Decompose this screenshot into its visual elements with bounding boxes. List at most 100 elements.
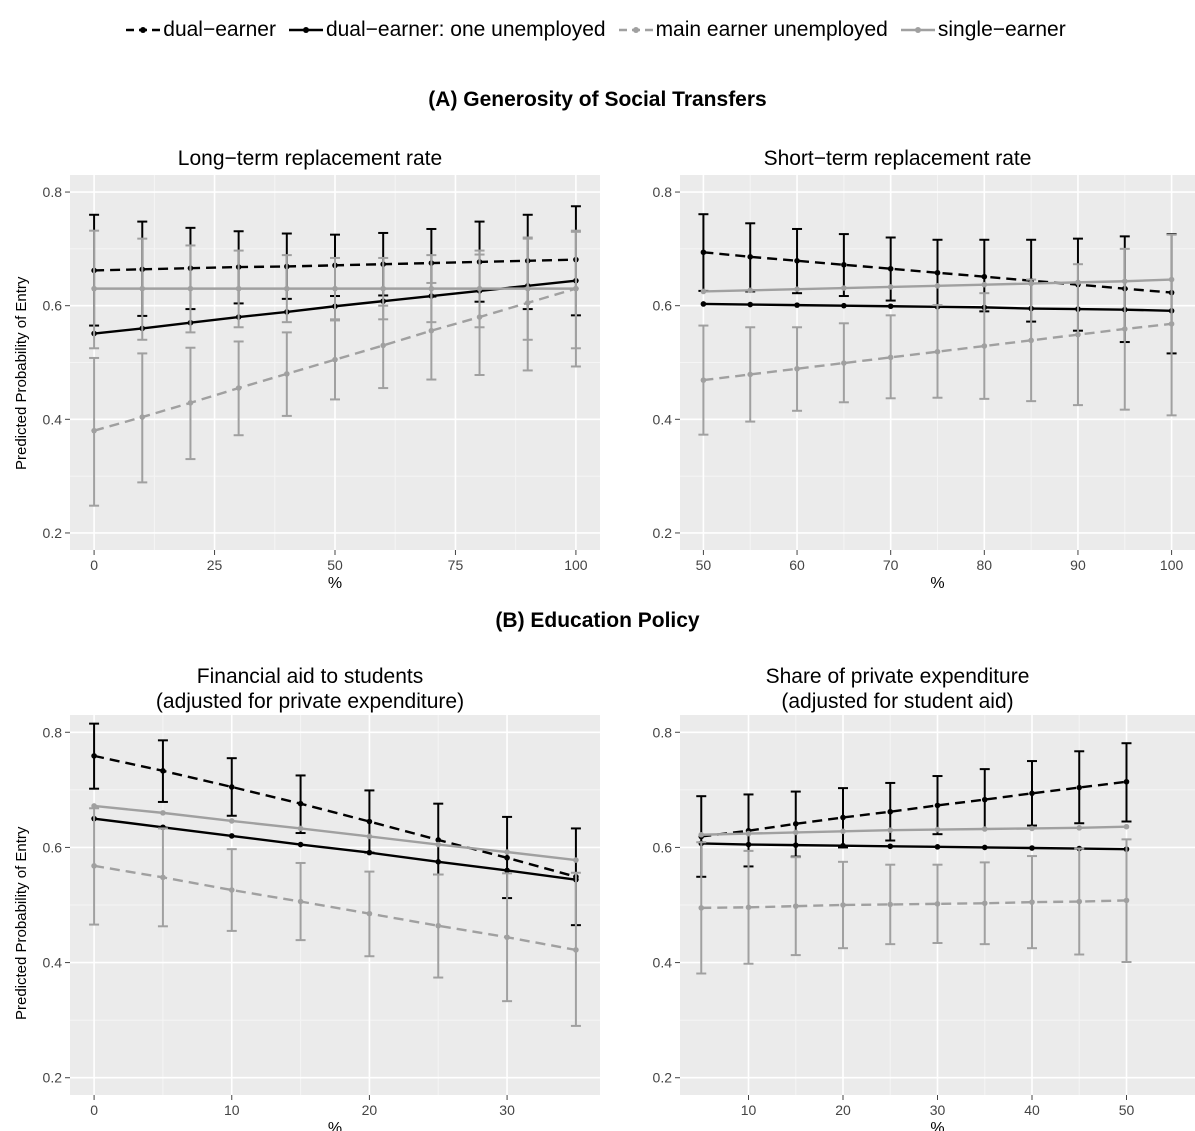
x-tick-label: 0 — [90, 1102, 98, 1118]
data-point — [887, 827, 894, 833]
data-point — [428, 327, 435, 334]
legend-label-single-earner: single−earner — [937, 18, 1066, 41]
series-single-earner — [698, 823, 1130, 838]
data-point — [160, 874, 166, 881]
series-line — [93, 817, 577, 881]
data-point — [934, 802, 941, 809]
data-point — [504, 854, 510, 861]
y-tick-label: 0.4 — [653, 955, 673, 971]
x-axis-title: % — [328, 1120, 342, 1131]
series-line — [701, 825, 1127, 836]
x-tick-label: 30 — [499, 1102, 515, 1118]
data-point — [1028, 337, 1034, 344]
panel-subtitle: (adjusted for student aid) — [781, 690, 1014, 713]
data-point — [700, 301, 707, 307]
x-tick-label: 100 — [564, 557, 588, 573]
data-point — [794, 365, 800, 372]
data-point — [380, 285, 386, 292]
data-point — [1121, 326, 1128, 332]
data-point — [934, 901, 941, 907]
data-point — [840, 828, 846, 835]
series-single-earner — [700, 276, 1175, 295]
data-point — [981, 281, 988, 288]
data-point — [187, 285, 194, 292]
data-point — [366, 833, 373, 840]
series-line — [701, 899, 1127, 910]
section-title-b: (B) Education Policy — [495, 609, 700, 632]
legend-key-dual-earner — [126, 27, 161, 33]
data-point — [887, 901, 894, 908]
data-point — [887, 808, 894, 815]
panel-title: Share of private expenditure — [765, 665, 1030, 688]
data-point — [887, 303, 894, 310]
series-single-earner — [91, 803, 579, 863]
data-point — [1029, 899, 1035, 905]
x-axis-title: % — [930, 575, 944, 592]
data-point — [981, 826, 988, 832]
data-point — [1168, 276, 1175, 283]
data-point — [981, 343, 988, 349]
data-point — [1123, 778, 1130, 785]
data-point — [524, 285, 531, 292]
data-point — [1029, 825, 1035, 832]
data-point — [228, 833, 235, 839]
data-point — [297, 898, 304, 905]
data-point — [934, 844, 941, 850]
x-tick-label: 50 — [696, 557, 712, 573]
x-tick-label: 70 — [883, 557, 899, 573]
data-point — [698, 905, 705, 911]
legend-item-single-earner: single−earner — [898, 12, 1068, 48]
x-tick-label: 50 — [327, 557, 343, 573]
series-main-earner-unemployed — [698, 233, 1177, 436]
data-point — [747, 254, 754, 260]
data-point — [887, 284, 894, 290]
data-point — [504, 934, 510, 941]
legend-label-main-earner-unemployed: main earner unemployed — [655, 18, 888, 41]
data-point — [435, 841, 442, 848]
y-tick-label: 0.6 — [653, 298, 673, 314]
data-point — [366, 849, 373, 856]
x-tick-label: 50 — [1119, 1102, 1135, 1118]
x-tick-label: 40 — [1024, 1102, 1040, 1118]
data-point — [887, 843, 894, 850]
data-point — [573, 947, 579, 953]
data-point — [366, 818, 373, 825]
data-point — [1029, 790, 1035, 797]
data-point — [476, 285, 483, 292]
series-line — [701, 780, 1127, 838]
legend-label-dual-earner: dual−earner — [163, 18, 276, 41]
data-point — [792, 842, 799, 848]
data-point — [228, 818, 235, 824]
x-axis-title: % — [328, 575, 342, 592]
x-tick-label: 10 — [224, 1102, 240, 1118]
data-point — [700, 249, 707, 256]
x-tick-label: 90 — [1070, 557, 1086, 573]
data-point — [887, 354, 894, 361]
plot-short-term-replacement-rate: 0.2 0.4 0.6 0.8 50 60 70 80 90 100% — [653, 175, 1195, 592]
panel-long-term-replacement-rate: Long−term replacement rate 0.2 0.4 0.6 0.8 0… — [20, 140, 600, 592]
legend-key-single-earner — [900, 27, 935, 33]
data-point — [297, 841, 304, 848]
x-tick-label: 100 — [1160, 557, 1184, 573]
x-tick-label: 20 — [835, 1102, 851, 1118]
data-point — [792, 829, 799, 836]
data-point — [981, 900, 988, 907]
data-point — [1123, 823, 1130, 830]
data-point — [1029, 845, 1035, 851]
data-point — [332, 356, 338, 363]
data-point — [745, 904, 752, 911]
data-point — [1076, 784, 1083, 791]
data-point — [428, 285, 435, 292]
panel-title: Short−term replacement rate — [763, 147, 1032, 170]
data-point — [934, 826, 941, 833]
data-point — [1121, 278, 1128, 285]
legend-item-main-earner-unemployed: main earner unemployed — [616, 12, 890, 48]
y-tick-label: 0.6 — [43, 298, 63, 314]
y-tick-label: 0.8 — [653, 184, 673, 200]
data-point — [573, 285, 579, 292]
data-point — [698, 831, 705, 838]
legend-label-dual-earner-one-unemployed: dual−earner: one unemployed — [325, 18, 606, 41]
data-point — [1123, 897, 1130, 904]
data-point — [747, 301, 754, 308]
data-point — [794, 286, 800, 293]
